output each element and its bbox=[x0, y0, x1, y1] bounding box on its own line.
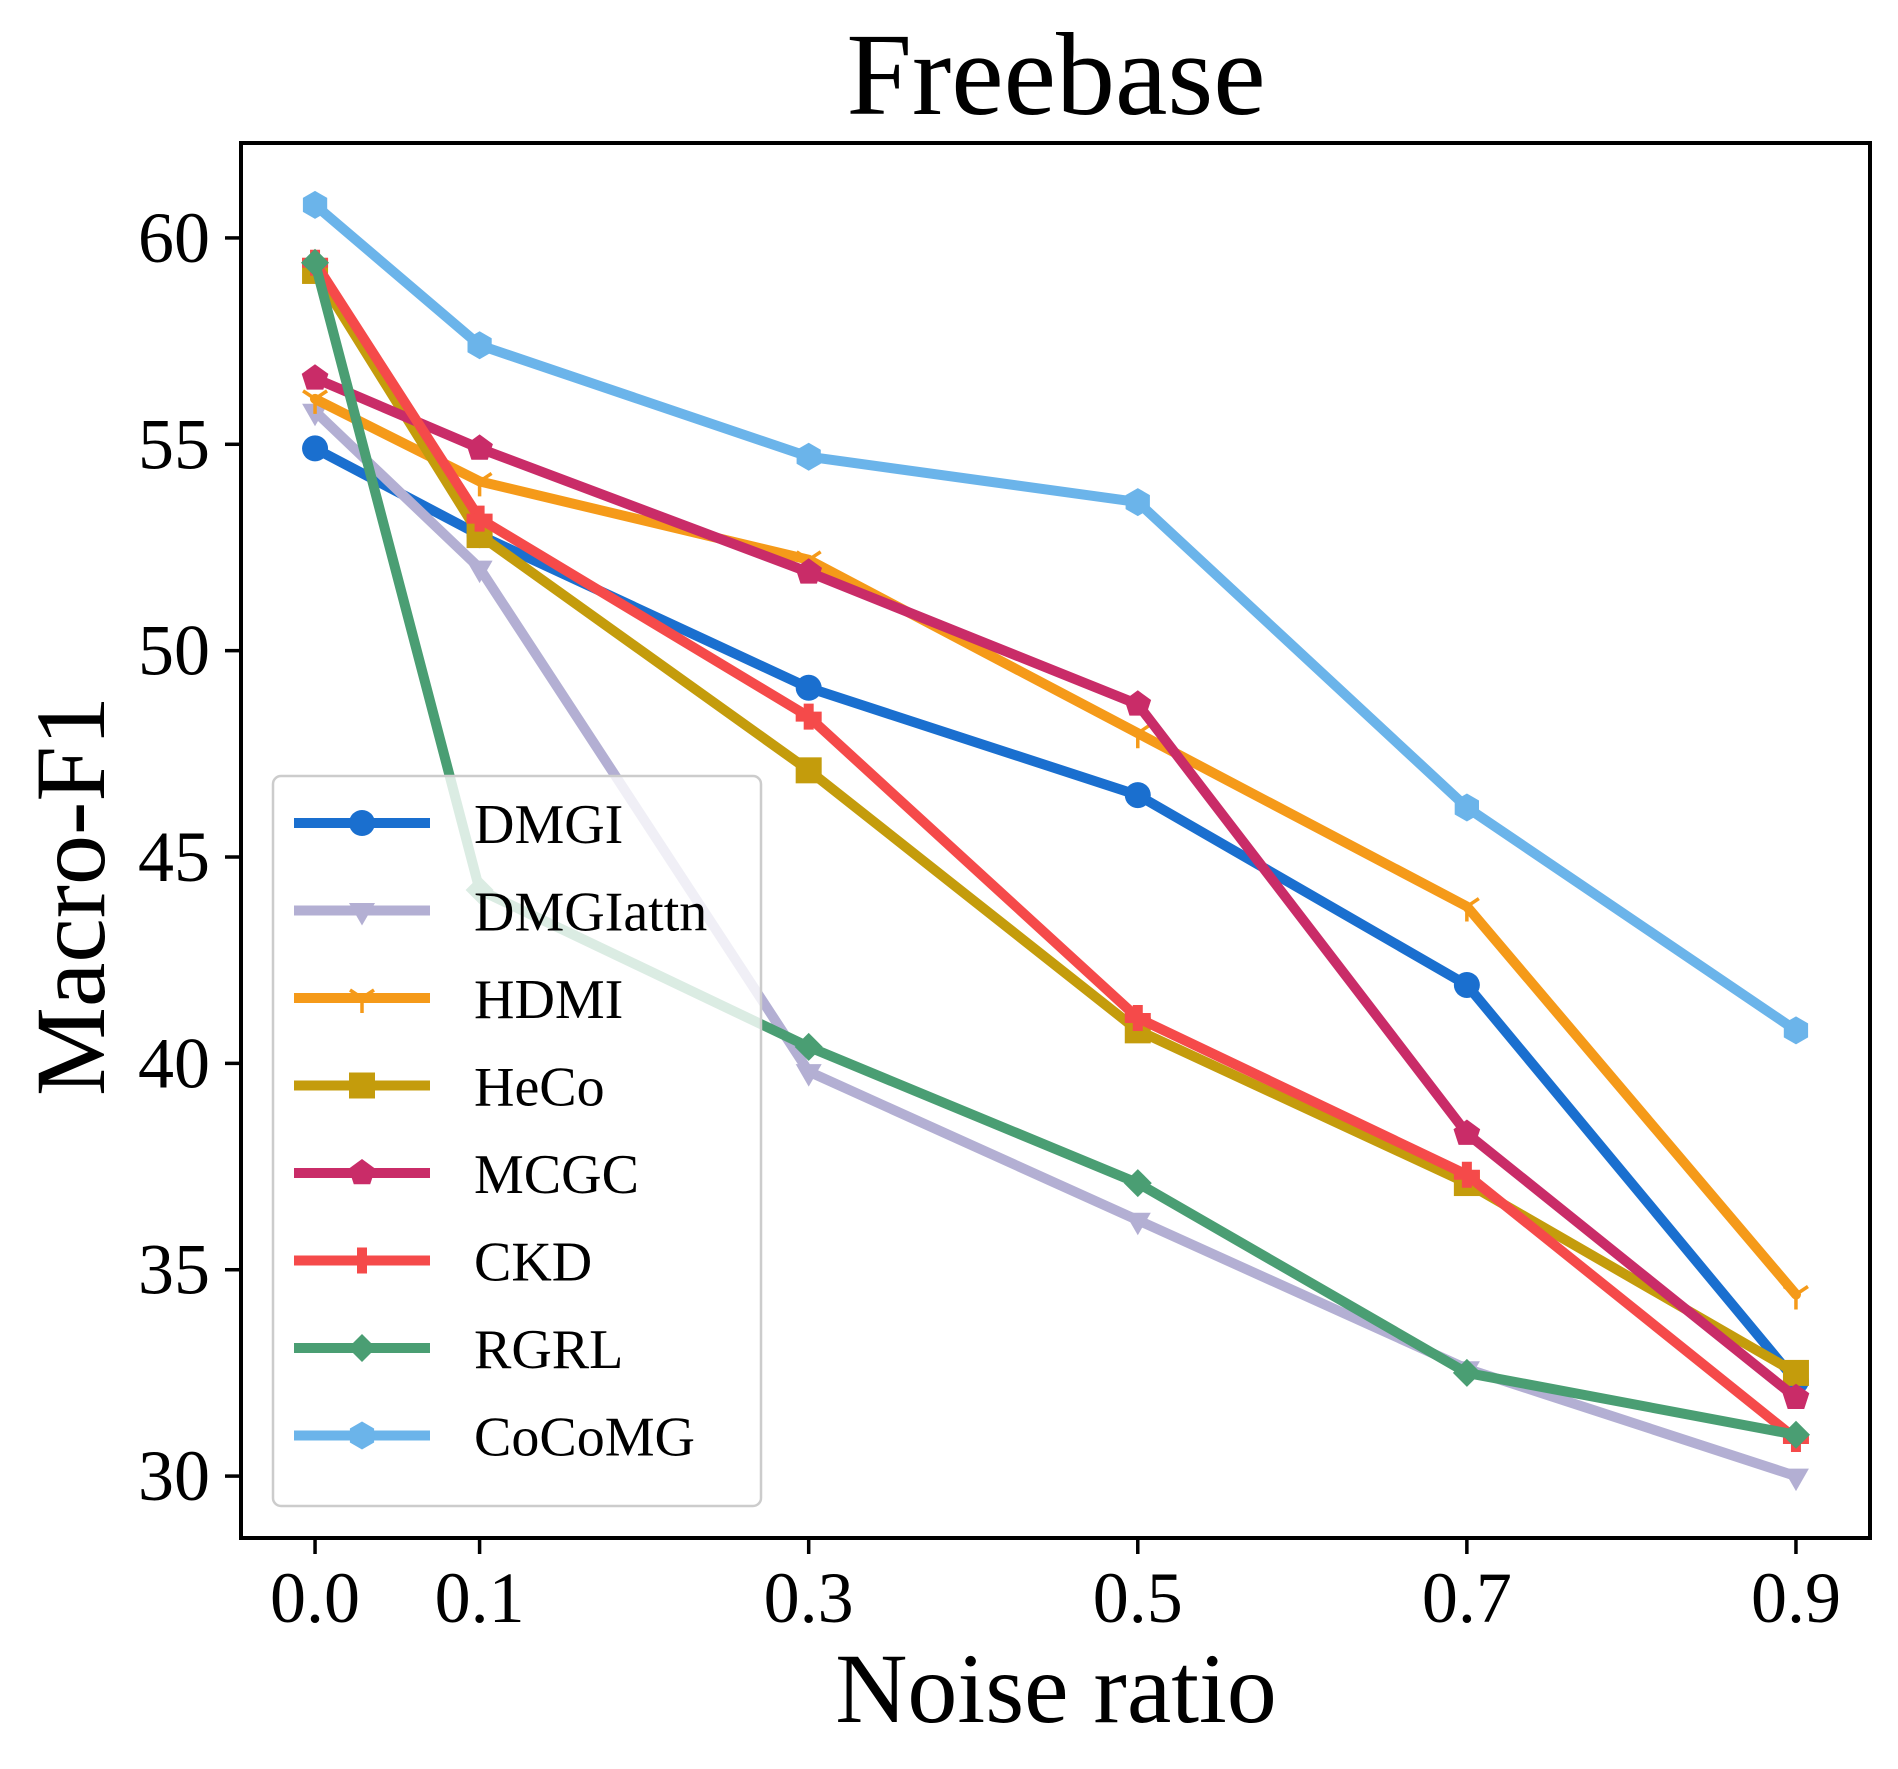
data-point-hdmi bbox=[1124, 723, 1151, 749]
axis-ticks: 0.0 0.1 0.3 0.5 0.7 0.9 30 35 40 45 50 55 60 bbox=[138, 198, 1841, 1638]
data-point-dmgi bbox=[1124, 782, 1151, 809]
data-point-mcgc bbox=[795, 558, 822, 584]
data-point-hdmi bbox=[302, 389, 329, 414]
data-point-dmgiattn bbox=[795, 1064, 822, 1087]
data-point-cocomg bbox=[467, 331, 492, 360]
legend-swatch-marker bbox=[348, 1159, 376, 1185]
y-tick-label: 35 bbox=[138, 1230, 210, 1310]
data-point-dmgi bbox=[1453, 971, 1480, 998]
data-point-rgrl bbox=[794, 1032, 823, 1061]
data-point-rgrl bbox=[301, 248, 329, 277]
legend-item-ckd: CKD bbox=[294, 1232, 592, 1294]
data-point-mcgc bbox=[466, 434, 493, 460]
legend-label: CKD bbox=[474, 1232, 592, 1294]
y-tick-label: 55 bbox=[138, 404, 210, 484]
x-tick-label: 0.9 bbox=[1751, 1558, 1841, 1638]
series-mcgc bbox=[301, 364, 1810, 1409]
legend-label: HDMI bbox=[474, 969, 623, 1031]
data-point-rgrl bbox=[1452, 1358, 1481, 1387]
data-point-cocomg bbox=[1783, 1016, 1809, 1045]
data-point-hdmi bbox=[1782, 1285, 1809, 1310]
legend-label: CoCoMG bbox=[474, 1407, 695, 1469]
data-point-ckd bbox=[1124, 1004, 1151, 1031]
legend-swatch-marker bbox=[349, 903, 375, 926]
legend-box bbox=[271, 774, 763, 1508]
y-tick-label: 45 bbox=[138, 817, 210, 897]
data-point-mcgc bbox=[1782, 1383, 1810, 1409]
legend-label: MCGC bbox=[474, 1144, 639, 1206]
data-point-mcgc bbox=[301, 364, 329, 390]
legend: DMGI DMGIattn HDMI HeCo MCGC CKD RGRL CoCoMG bbox=[271, 774, 763, 1508]
data-point-cocomg bbox=[1454, 793, 1479, 822]
y-axis-label: Macro-F1 bbox=[15, 696, 126, 1096]
data-point-hdmi bbox=[1453, 897, 1480, 922]
x-tick-label: 0.0 bbox=[270, 1558, 360, 1638]
series-line-cocomg bbox=[310, 199, 1801, 1036]
data-point-mcgc bbox=[1453, 1119, 1481, 1145]
x-axis-label: Noise ratio bbox=[835, 1633, 1277, 1744]
x-tick-label: 0.5 bbox=[1093, 1558, 1183, 1638]
series-cocomg bbox=[302, 190, 1809, 1045]
data-point-rgrl bbox=[1782, 1420, 1810, 1449]
data-point-heco bbox=[795, 757, 822, 784]
legend-item-cocomg: CoCoMG bbox=[294, 1407, 695, 1469]
data-point-hdmi bbox=[466, 471, 493, 497]
legend-swatch-marker bbox=[348, 1334, 376, 1362]
series-line-mcgc bbox=[310, 373, 1801, 1403]
chart-title: Freebase bbox=[846, 9, 1265, 140]
y-tick-label: 30 bbox=[138, 1436, 210, 1516]
data-point-dmgiattn bbox=[302, 403, 328, 427]
data-point-mcgc bbox=[1124, 690, 1152, 716]
y-tick-label: 60 bbox=[138, 198, 210, 278]
legend-item-mcgc: MCGC bbox=[294, 1144, 639, 1206]
legend-item-dmgiattn: DMGIattn bbox=[294, 882, 707, 944]
legend-swatch-marker bbox=[349, 988, 375, 1013]
series-layer bbox=[301, 190, 1810, 1492]
legend-item-heco: HeCo bbox=[294, 1057, 605, 1119]
y-tick-label: 50 bbox=[138, 611, 210, 691]
legend-label: RGRL bbox=[474, 1319, 623, 1381]
legend-label: HeCo bbox=[474, 1057, 605, 1119]
y-tick-label: 40 bbox=[138, 1023, 210, 1103]
data-point-cocomg bbox=[302, 190, 328, 219]
legend-swatch-marker bbox=[349, 1247, 375, 1274]
legend-item-hdmi: HDMI bbox=[294, 969, 623, 1031]
data-point-dmgiattn bbox=[1124, 1212, 1151, 1236]
x-tick-label: 0.1 bbox=[435, 1558, 525, 1638]
data-point-ckd bbox=[466, 505, 493, 532]
data-point-dmgi bbox=[795, 674, 822, 701]
series-line-dmgi bbox=[310, 443, 1801, 1387]
data-point-dmgi bbox=[302, 435, 329, 462]
data-point-dmgiattn bbox=[466, 560, 493, 584]
legend-label: DMGI bbox=[474, 794, 623, 856]
legend-swatch-marker bbox=[349, 1421, 375, 1450]
plot-frame bbox=[239, 141, 1872, 1540]
data-point-rgrl bbox=[1123, 1169, 1152, 1198]
legend-item-rgrl: RGRL bbox=[294, 1319, 623, 1381]
legend-swatch-marker bbox=[349, 810, 375, 836]
legend-items: DMGI DMGIattn HDMI HeCo MCGC CKD RGRL CoCoMG bbox=[294, 794, 707, 1469]
legend-item-dmgi: DMGI bbox=[294, 794, 623, 856]
x-tick-label: 0.3 bbox=[764, 1558, 854, 1638]
x-tick-label: 0.7 bbox=[1422, 1558, 1512, 1638]
data-point-dmgiattn bbox=[1783, 1468, 1809, 1492]
data-point-ckd bbox=[795, 703, 822, 730]
data-point-heco bbox=[1782, 1359, 1809, 1386]
legend-label: DMGIattn bbox=[474, 882, 707, 944]
data-point-cocomg bbox=[1125, 488, 1150, 517]
data-point-ckd bbox=[1453, 1161, 1480, 1188]
legend-swatch-marker bbox=[349, 1072, 375, 1099]
series-line-ckd bbox=[310, 257, 1801, 1444]
data-point-cocomg bbox=[796, 442, 821, 471]
